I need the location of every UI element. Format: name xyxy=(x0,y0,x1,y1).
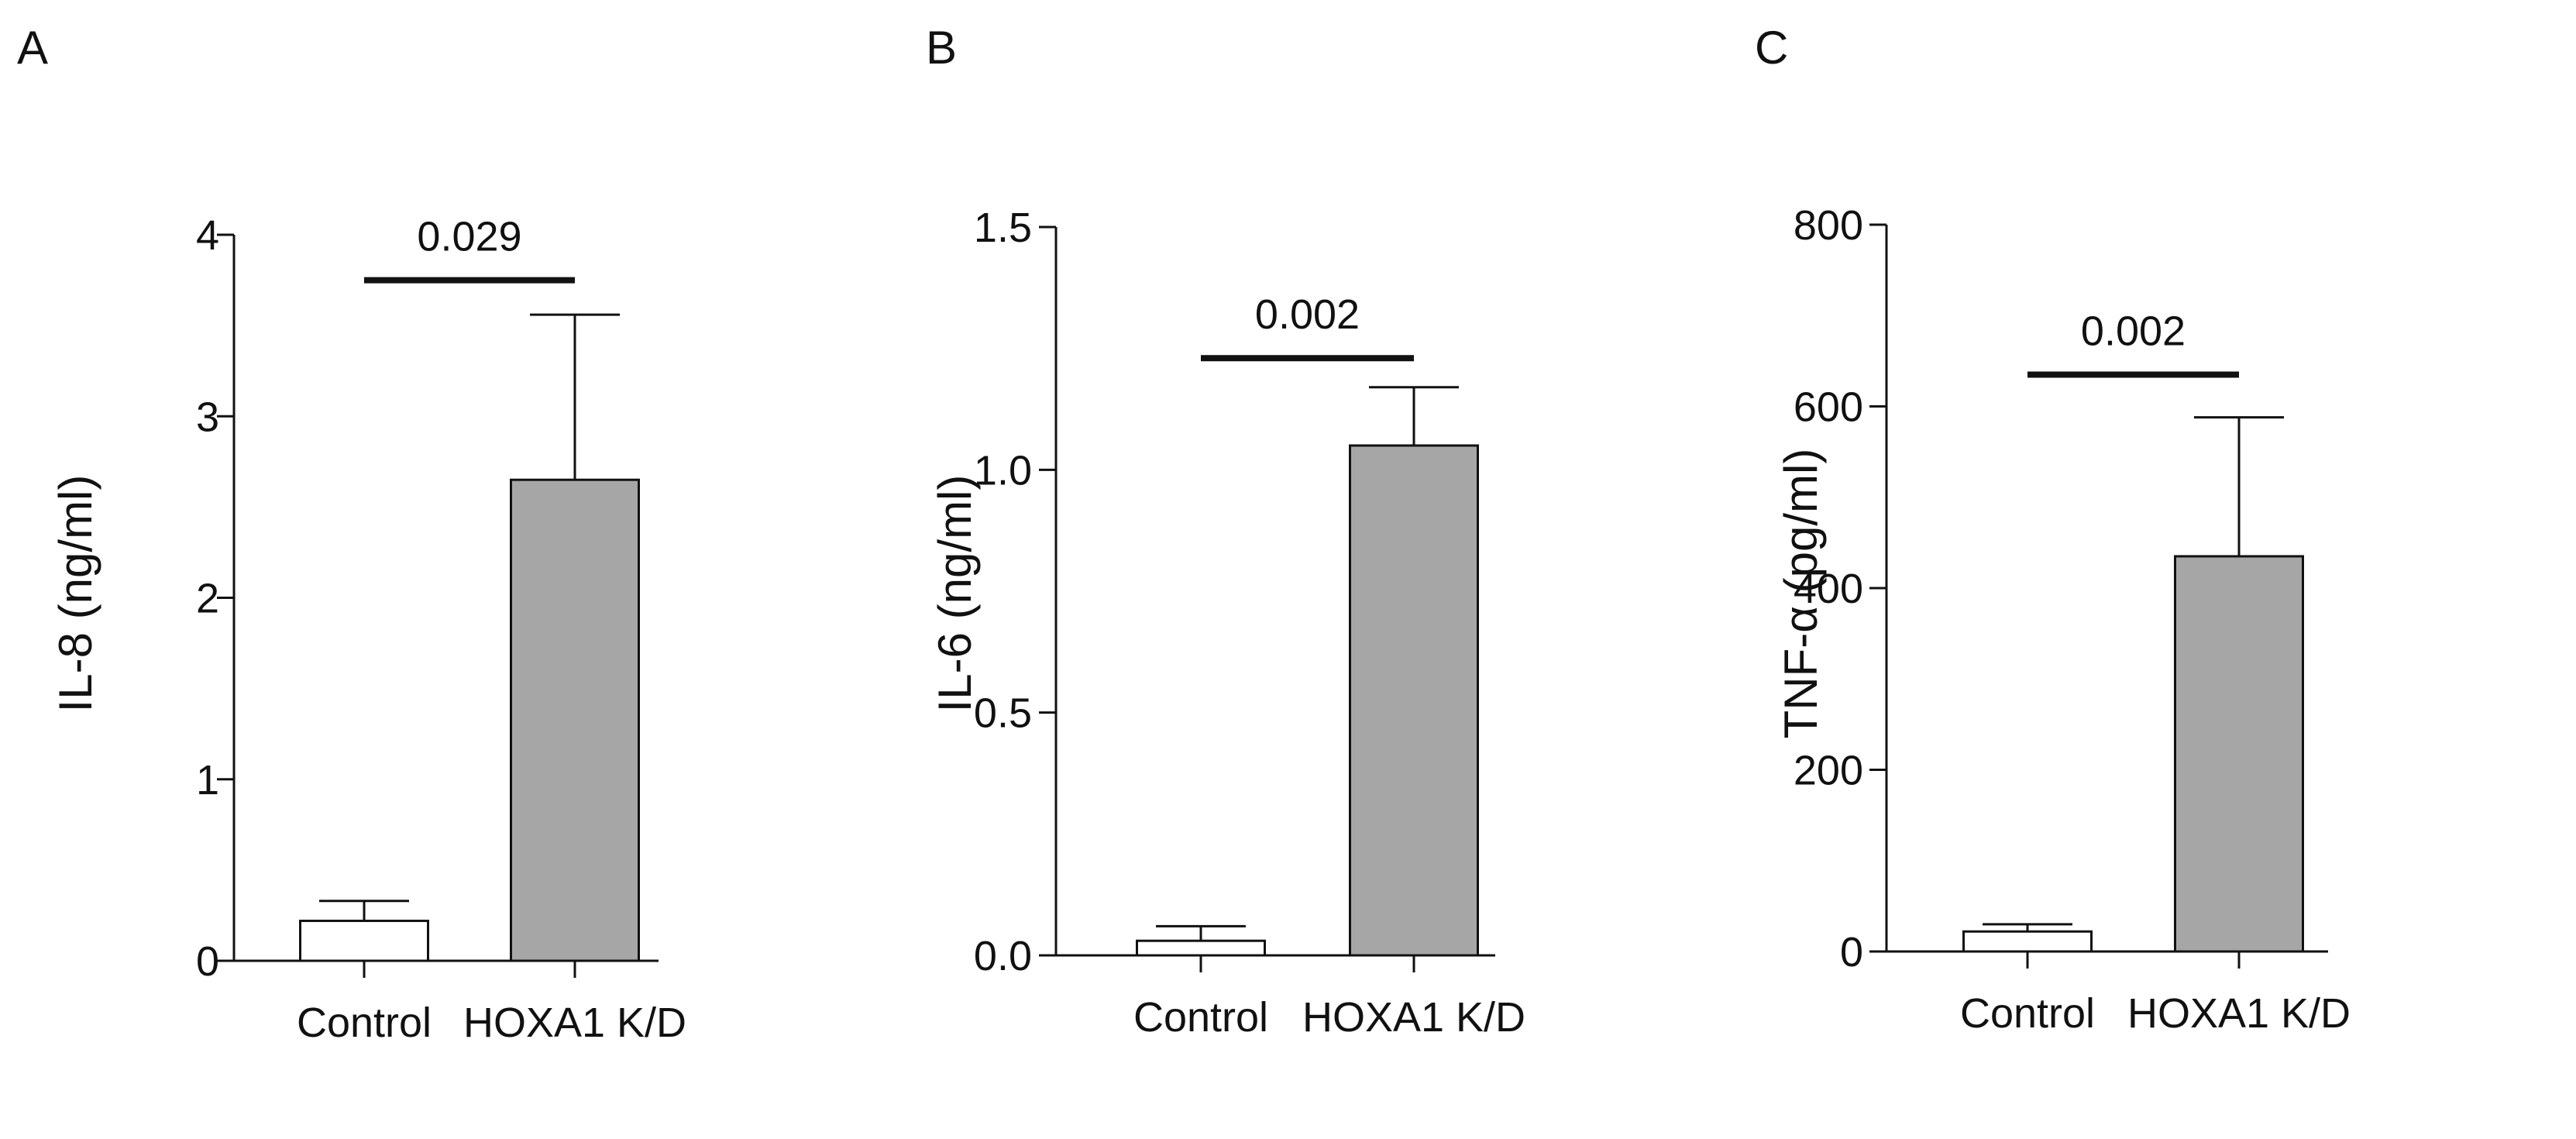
y-tick-label-c: 800 xyxy=(1794,202,1863,249)
panel-label-b: B xyxy=(926,22,957,74)
y-tick-label-a: 2 xyxy=(196,576,219,622)
y-tick-label-c: 0 xyxy=(1840,929,1863,976)
y-tick-label-b: 0.0 xyxy=(974,933,1032,979)
y-tick-label-c: 200 xyxy=(1794,748,1863,794)
panel-b: B IL-6 (ng/ml) xyxy=(926,22,981,712)
y-tick-label-c: 400 xyxy=(1794,566,1863,612)
panel-label-c: C xyxy=(1755,22,1788,74)
panel-label-a: A xyxy=(17,22,48,74)
plot-c: 0 200 400 600 800 Control HOXA1 K/D 0.002 xyxy=(1794,202,2351,1037)
x-tick-label-c-0: Control xyxy=(1960,990,2095,1037)
panel-a: A IL-8 (ng/ml) xyxy=(17,22,101,712)
bar-a-0 xyxy=(299,919,429,962)
x-tick-label-a-1: HOXA1 K/D xyxy=(463,1000,686,1046)
p-value-label-b: 0.002 xyxy=(1255,291,1360,338)
plot-a: 0 1 2 3 4 Control HOXA1 K/D 0.029 xyxy=(196,212,686,1046)
bar-b-1 xyxy=(1349,444,1479,957)
y-tick-label-a: 0 xyxy=(196,938,219,985)
x-tick-label-b-0: Control xyxy=(1133,994,1268,1041)
y-axis-label-a: IL-8 (ng/ml) xyxy=(50,475,101,713)
y-tick-label-a: 4 xyxy=(196,212,219,259)
y-tick-label-b: 1.0 xyxy=(974,447,1032,494)
y-tick-label-b: 0.5 xyxy=(974,690,1032,737)
bar-c-1 xyxy=(2174,555,2304,953)
plot-b: 0.0 0.5 1.0 1.5 Control HOXA1 K/D 0.002 xyxy=(974,205,1525,1041)
x-tick-label-b-1: HOXA1 K/D xyxy=(1302,994,1525,1041)
p-value-label-a: 0.029 xyxy=(417,214,521,260)
y-tick-label-a: 3 xyxy=(196,394,219,440)
y-axis-label-b: IL-6 (ng/ml) xyxy=(929,475,981,713)
panel-c: C TNF-α (pg/ml) xyxy=(1755,22,1827,738)
bar-c-0 xyxy=(1962,930,2093,953)
y-tick-label-c: 600 xyxy=(1794,384,1863,431)
x-tick-label-c-1: HOXA1 K/D xyxy=(2127,990,2351,1037)
bar-a-1 xyxy=(510,478,640,962)
x-tick-label-a-0: Control xyxy=(297,1000,432,1046)
bar-b-0 xyxy=(1136,939,1266,957)
p-value-label-c: 0.002 xyxy=(2081,308,2186,354)
y-tick-label-a: 1 xyxy=(196,757,219,803)
y-tick-label-b: 1.5 xyxy=(974,205,1032,251)
y-axis-label-c: TNF-α (pg/ml) xyxy=(1775,449,1827,739)
